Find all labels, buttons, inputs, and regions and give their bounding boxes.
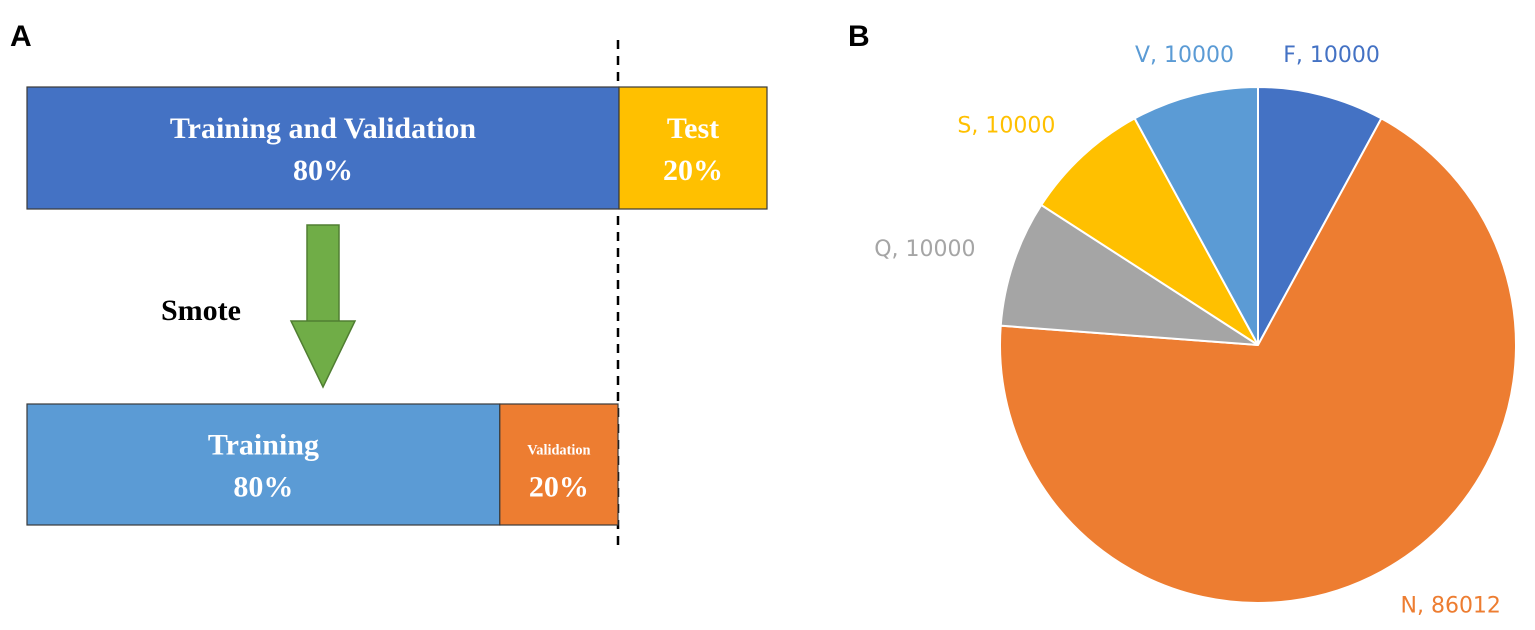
pie-slice [999,203,1259,346]
slice-label: V, 10000 [1135,43,1234,68]
slice-label: N, 86012 [1401,594,1501,619]
pie-slice [1257,85,1383,346]
segment-label: 20% [529,471,589,504]
bar-segment [499,403,619,526]
segment-label: 80% [233,471,293,504]
segment-label: 20% [663,154,723,187]
segment-name: Validation [527,443,590,459]
pie-slice [999,117,1517,604]
arrow-label: Smote [161,294,241,327]
slice-label: Q, 10000 [874,237,975,262]
panel-label: B [848,20,870,53]
arrow-head [289,320,357,389]
arrow-shaft [306,224,340,323]
segment-name: Training [208,429,319,462]
segment-name: Test [667,112,719,145]
bar-segment [618,86,768,210]
pie-slice [1039,117,1259,346]
bar-segment [26,86,620,210]
pie-slice [1133,85,1259,346]
panel-label: A [10,20,32,53]
segment-name: Training and Validation [170,112,477,145]
slice-label: S, 10000 [957,114,1055,139]
bar-segment [26,403,501,526]
segment-label: 80% [293,154,353,187]
slice-label: F, 10000 [1283,43,1380,68]
